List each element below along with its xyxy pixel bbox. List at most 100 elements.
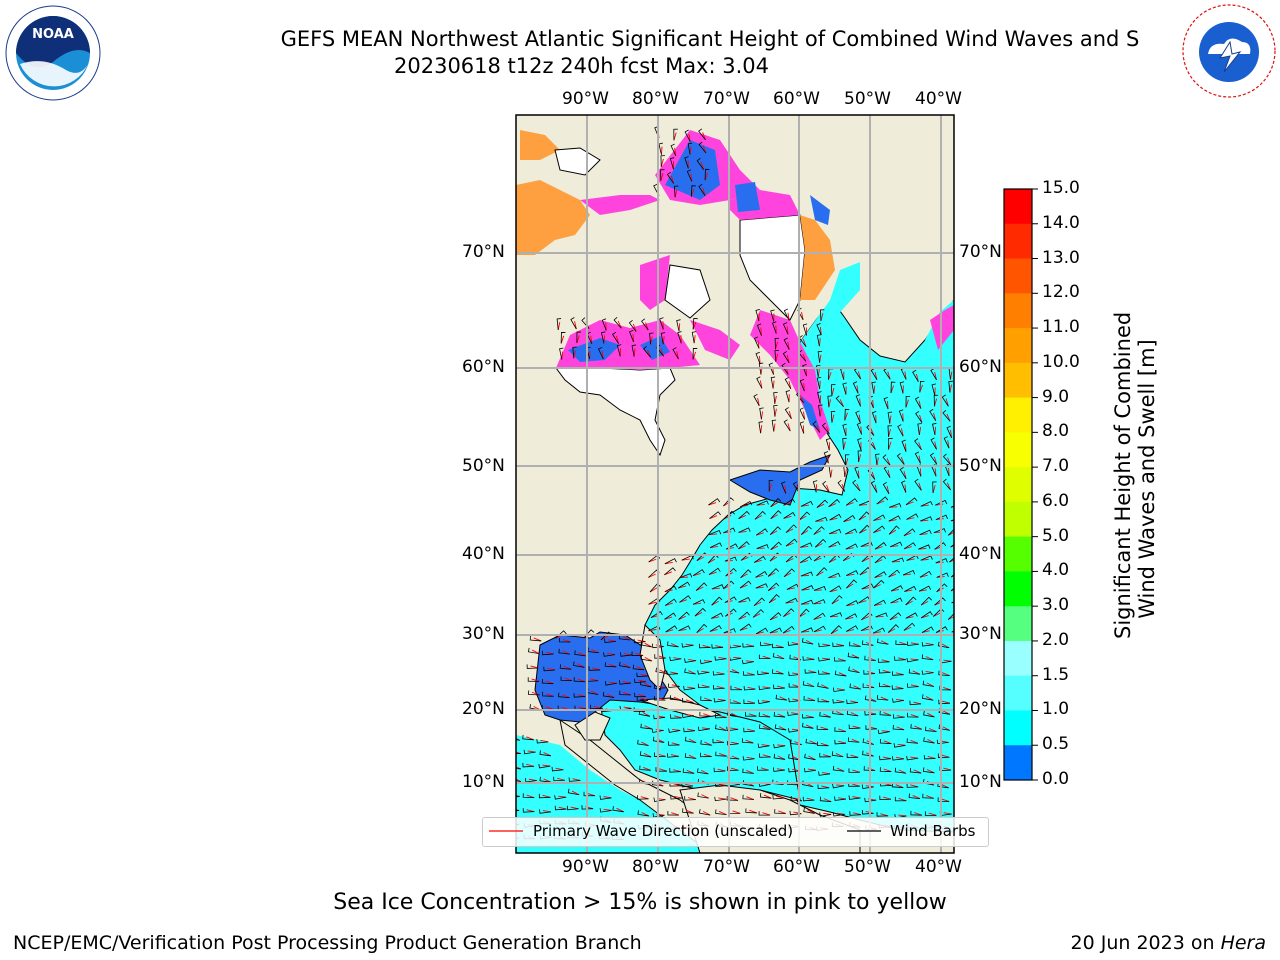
wind-barb	[715, 782, 727, 788]
wind-barb	[599, 808, 612, 813]
wind-barb	[650, 611, 663, 618]
wind-barb	[742, 756, 755, 761]
wind-barbs-legend-line	[847, 830, 881, 832]
wind-barb	[568, 777, 581, 782]
wind-barb	[755, 583, 768, 589]
wind-barb	[683, 727, 696, 733]
wind-barb	[667, 753, 679, 758]
wind-barb	[636, 795, 649, 800]
wind-barb	[767, 582, 780, 591]
wind-barb	[802, 796, 815, 802]
wind-barb	[802, 323, 808, 336]
wind-barb	[708, 567, 721, 575]
wind-barb	[739, 580, 752, 589]
wind-barb	[772, 669, 784, 675]
wind-barb	[866, 424, 875, 436]
wind-barb	[829, 612, 843, 618]
wind-barb	[713, 767, 726, 773]
wind-barb	[653, 684, 666, 689]
wind-barb	[898, 409, 904, 422]
lat-label-left-10n: 10°N	[462, 772, 505, 792]
wind-barb	[753, 393, 760, 407]
wind-barb	[757, 670, 769, 676]
wind-barb	[697, 768, 709, 775]
wind-barb	[892, 756, 904, 761]
wind-barb	[556, 318, 562, 330]
wind-barb	[788, 767, 801, 773]
wind-barb	[724, 596, 737, 603]
wind-barb	[813, 625, 826, 633]
chart-title: GEFS MEAN Northwest Atlantic Significant…	[280, 27, 1140, 51]
wind-barb	[817, 391, 822, 404]
wind-barb	[616, 344, 622, 357]
wind-barb	[890, 541, 903, 548]
wind-barb	[782, 351, 790, 364]
wind-barb	[769, 612, 782, 621]
wind-barb	[941, 394, 949, 407]
wind-barb	[655, 767, 667, 772]
wind-barb	[879, 710, 892, 716]
wind-barb	[700, 752, 712, 758]
wind-barb	[814, 538, 827, 548]
wind-barb	[922, 793, 934, 799]
wind-barb	[829, 528, 842, 535]
colorbar-tick-label: 3.0	[1042, 595, 1070, 616]
wind-barb	[787, 711, 800, 716]
wind-barb	[819, 752, 831, 758]
noaa-logo: NOAA	[5, 5, 101, 101]
wind-barb	[857, 438, 862, 451]
wind-barb	[673, 128, 678, 141]
wind-barb	[687, 142, 693, 155]
wind-barb	[937, 797, 950, 802]
colorbar-tick-label: 11.0	[1042, 317, 1080, 338]
wind-barb	[878, 669, 891, 674]
wind-barb	[788, 697, 801, 703]
wind-barb	[698, 184, 706, 196]
wind-barb	[573, 693, 586, 698]
lat-label-right-50n: 50°N	[959, 456, 1002, 476]
wind-barb	[738, 527, 751, 533]
wind-barb	[914, 396, 922, 409]
wind-barb	[669, 157, 675, 170]
wind-barb	[785, 390, 790, 403]
wind-barb	[588, 666, 601, 671]
wind-barb	[522, 762, 535, 768]
wind-barb	[604, 662, 617, 668]
wind-barb	[712, 671, 725, 676]
colorbar-swatch	[1004, 432, 1032, 468]
wind-barb	[768, 594, 780, 604]
baffin-bay-blue	[810, 195, 830, 225]
wind-barb	[782, 322, 789, 335]
wind-barb	[828, 541, 841, 548]
wind-barb	[554, 805, 567, 811]
wind-barb	[709, 542, 723, 549]
wind-barb	[787, 641, 800, 646]
wind-barb	[864, 797, 877, 803]
wind-barb	[921, 642, 934, 647]
wind-barb	[852, 479, 861, 492]
wind-barb	[709, 625, 722, 632]
wind-barb	[759, 641, 772, 647]
footer-credit: NCEP/EMC/Verification Post Processing Pr…	[13, 932, 642, 954]
wind-barb	[666, 171, 675, 184]
wind-barb	[538, 793, 551, 799]
wind-barb	[633, 638, 646, 644]
wind-barb	[780, 481, 787, 494]
wind-barb	[772, 794, 785, 800]
wind-barb	[738, 597, 751, 603]
wind-barb	[679, 595, 691, 603]
wind-barb	[905, 497, 918, 506]
wind-barb	[695, 582, 708, 591]
wind-barb	[943, 436, 950, 449]
wind-barb	[560, 676, 573, 681]
wind-barbs-legend-label: Wind Barbs	[890, 822, 976, 840]
wind-barb	[893, 743, 906, 748]
wind-barb	[889, 612, 902, 621]
wind-barb	[631, 651, 644, 656]
wind-barb	[802, 722, 814, 729]
colorbar-tick-label: 2.0	[1042, 629, 1070, 650]
wind-barb	[852, 381, 859, 394]
wind-barb	[907, 712, 919, 718]
wind-barb	[888, 515, 901, 522]
wind-barb	[871, 381, 876, 394]
